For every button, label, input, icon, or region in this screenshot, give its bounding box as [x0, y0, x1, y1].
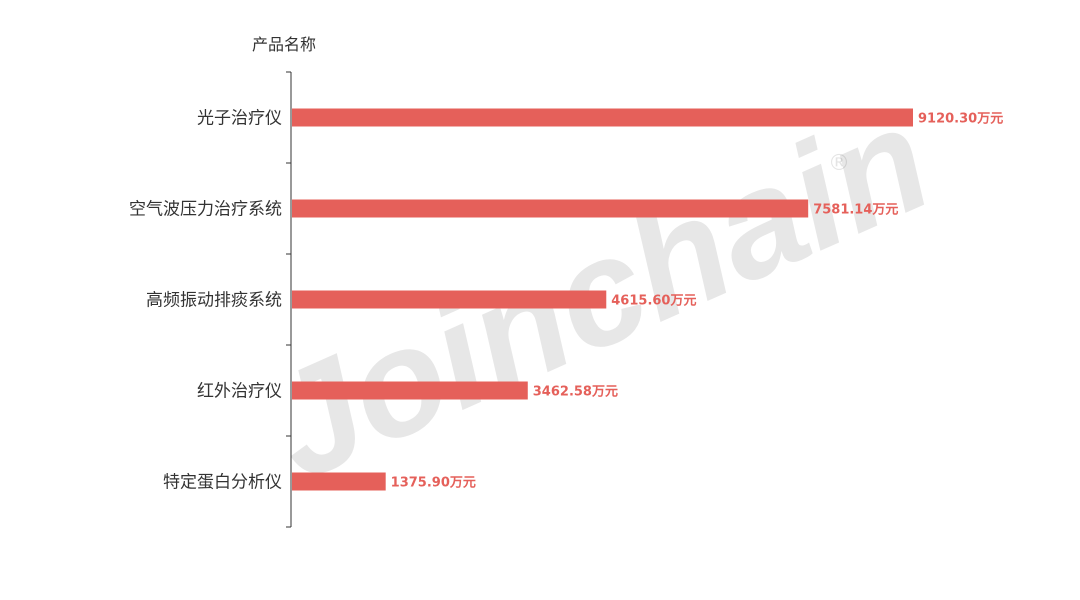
bar [292, 472, 386, 491]
category-label: 空气波压力治疗系统 [129, 200, 282, 220]
bar [292, 381, 528, 400]
data-label: 7581.14万元 [813, 203, 898, 218]
data-label: 4615.60万元 [611, 294, 696, 309]
y-axis-title: 产品名称 [252, 35, 316, 54]
bar [292, 108, 913, 127]
bar [292, 290, 607, 309]
category-label: 高频振动排痰系统 [146, 291, 282, 311]
data-label: 9120.30万元 [918, 112, 1003, 127]
bar [292, 199, 809, 218]
bars: 9120.30万元 7581.14万元 4615.60万元 3462.58万元 1375… [292, 108, 1003, 491]
category-label: 特定蛋白分析仪 [163, 473, 282, 493]
category-label: 红外治疗仪 [197, 382, 282, 402]
category-label: 光子治疗仪 [197, 109, 282, 129]
data-label: 3462.58万元 [533, 385, 618, 400]
watermark-registered: ® [828, 151, 850, 176]
data-label: 1375.90万元 [391, 476, 476, 491]
